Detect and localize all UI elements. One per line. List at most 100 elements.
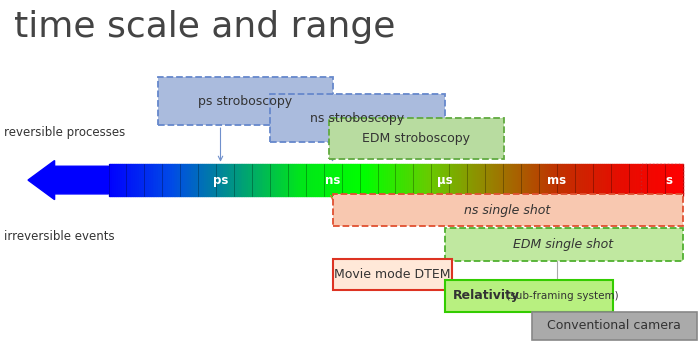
- Bar: [141, 164, 143, 196]
- Bar: [549, 164, 550, 196]
- Bar: [657, 164, 659, 196]
- Bar: [679, 164, 680, 196]
- Bar: [258, 164, 260, 196]
- Bar: [147, 164, 148, 196]
- Bar: [380, 164, 382, 196]
- Bar: [150, 164, 153, 196]
- Bar: [246, 164, 248, 196]
- Bar: [612, 164, 614, 196]
- Bar: [596, 164, 598, 196]
- Bar: [542, 164, 545, 196]
- Bar: [382, 164, 384, 196]
- Bar: [671, 164, 673, 196]
- Bar: [313, 164, 315, 196]
- Bar: [650, 164, 652, 196]
- Bar: [421, 164, 422, 196]
- Bar: [198, 164, 200, 196]
- Bar: [541, 164, 542, 196]
- Bar: [654, 164, 656, 196]
- FancyArrow shape: [28, 161, 108, 200]
- Bar: [500, 164, 503, 196]
- Bar: [636, 164, 638, 196]
- Bar: [378, 164, 380, 196]
- Bar: [458, 164, 461, 196]
- Bar: [416, 164, 419, 196]
- Bar: [367, 164, 369, 196]
- Bar: [440, 164, 442, 196]
- Bar: [528, 164, 529, 196]
- Text: ps stroboscopy: ps stroboscopy: [198, 95, 292, 108]
- Bar: [323, 164, 325, 196]
- Bar: [265, 164, 267, 196]
- Bar: [453, 164, 455, 196]
- Bar: [127, 164, 130, 196]
- Bar: [480, 164, 482, 196]
- Bar: [464, 164, 466, 196]
- Bar: [600, 164, 602, 196]
- Bar: [111, 164, 112, 196]
- Bar: [414, 164, 416, 196]
- Bar: [277, 164, 279, 196]
- Bar: [218, 164, 220, 196]
- Bar: [234, 164, 237, 196]
- Text: ps: ps: [213, 174, 228, 187]
- Bar: [401, 164, 403, 196]
- Bar: [340, 164, 342, 196]
- Bar: [428, 164, 430, 196]
- Bar: [665, 164, 667, 196]
- Bar: [640, 164, 682, 196]
- Bar: [579, 164, 581, 196]
- Bar: [270, 164, 271, 196]
- Bar: [677, 164, 679, 196]
- Bar: [424, 164, 426, 196]
- Bar: [377, 164, 378, 196]
- Bar: [307, 164, 309, 196]
- Bar: [124, 164, 126, 196]
- Bar: [620, 164, 622, 196]
- Bar: [656, 164, 657, 196]
- Bar: [284, 164, 286, 196]
- Bar: [250, 164, 252, 196]
- Text: ms: ms: [547, 174, 566, 187]
- Bar: [214, 164, 216, 196]
- Bar: [456, 164, 459, 196]
- Bar: [489, 164, 491, 196]
- Bar: [181, 164, 183, 196]
- Bar: [537, 164, 539, 196]
- Bar: [575, 164, 578, 196]
- Bar: [231, 164, 233, 196]
- Bar: [539, 164, 541, 196]
- Bar: [594, 164, 596, 196]
- Text: Conventional camera: Conventional camera: [547, 319, 681, 332]
- Bar: [468, 164, 470, 196]
- Bar: [359, 164, 361, 196]
- Bar: [533, 164, 536, 196]
- Bar: [426, 164, 428, 196]
- Bar: [248, 164, 250, 196]
- Bar: [680, 164, 682, 196]
- Bar: [315, 164, 317, 196]
- Bar: [447, 164, 449, 196]
- Bar: [122, 164, 124, 196]
- Bar: [294, 164, 296, 196]
- Bar: [349, 164, 351, 196]
- Bar: [330, 164, 332, 196]
- Bar: [256, 164, 258, 196]
- Bar: [512, 164, 514, 196]
- Bar: [346, 164, 348, 196]
- Bar: [602, 164, 604, 196]
- Text: Movie mode DTEM: Movie mode DTEM: [334, 268, 450, 281]
- Bar: [571, 164, 573, 196]
- Bar: [388, 164, 390, 196]
- Bar: [216, 164, 218, 196]
- Bar: [312, 164, 313, 196]
- Bar: [174, 164, 176, 196]
- Bar: [327, 164, 328, 196]
- Bar: [648, 164, 650, 196]
- Bar: [369, 164, 370, 196]
- Bar: [442, 164, 443, 196]
- Bar: [466, 164, 468, 196]
- Bar: [493, 164, 495, 196]
- Bar: [252, 164, 254, 196]
- Bar: [413, 164, 414, 196]
